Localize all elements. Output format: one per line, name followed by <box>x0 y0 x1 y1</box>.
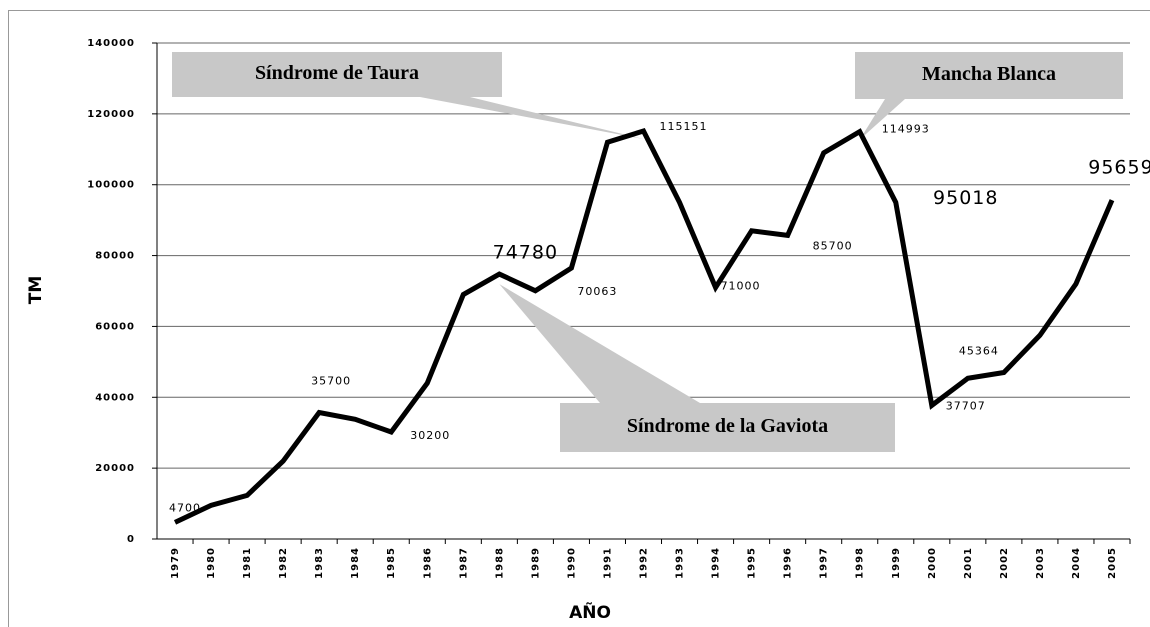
x-tick-label: 2003 <box>1035 547 1046 579</box>
y-tick-label: 120000 <box>87 109 135 120</box>
y-tick-label: 60000 <box>95 321 135 332</box>
x-axis-title: AÑO <box>569 600 611 623</box>
x-tick-label: 1983 <box>314 547 325 579</box>
x-tick-label: 1992 <box>639 547 650 579</box>
callout-box <box>855 52 1123 99</box>
x-tick-label: 1987 <box>458 547 469 579</box>
callout-pointer <box>859 99 905 140</box>
data-label: 30200 <box>410 429 450 442</box>
x-tick-label: 1986 <box>422 547 433 579</box>
frame <box>8 10 1150 627</box>
data-label: 37707 <box>946 399 986 412</box>
x-tick-label: 1981 <box>242 547 253 579</box>
x-tick-label: 1980 <box>206 547 217 579</box>
data-label: 45364 <box>959 344 999 357</box>
x-tick-label: 2001 <box>963 547 974 579</box>
data-label: 71000 <box>721 279 761 292</box>
data-label: 95659 <box>1088 157 1150 179</box>
x-tick-label: 2002 <box>999 547 1010 579</box>
data-label: 70063 <box>577 285 617 298</box>
data-label: 115151 <box>660 120 708 133</box>
x-tick-label: 1982 <box>278 547 289 579</box>
x-tick-label: 2004 <box>1071 547 1082 579</box>
x-tick-label: 1998 <box>855 547 866 579</box>
y-tick-label: 80000 <box>95 251 135 262</box>
y-tick-label: 20000 <box>95 463 135 474</box>
x-tick-label: 1985 <box>386 547 397 579</box>
line <box>173 128 1115 525</box>
callout-pointer <box>420 97 644 140</box>
x-tick-label: 1996 <box>783 547 794 579</box>
x-tick-label: 1994 <box>711 547 722 579</box>
annotation: Mancha Blanca <box>922 63 1056 85</box>
x-tick-label: 1991 <box>602 547 613 579</box>
data-label: 74780 <box>493 242 558 264</box>
x-tick-label: 1997 <box>819 547 830 579</box>
data-label: 4700 <box>169 501 201 514</box>
data-label: 85700 <box>813 239 853 252</box>
x-tick-label: 2000 <box>927 547 938 579</box>
x-tick-label: 1995 <box>747 547 758 579</box>
x-tick-label: 1979 <box>170 547 181 579</box>
y-tick-label: 140000 <box>87 38 135 49</box>
callout-box <box>560 403 895 452</box>
data-label: 35700 <box>311 375 351 388</box>
y-tick-label: 100000 <box>87 180 135 191</box>
callout-pointer <box>499 284 700 403</box>
y-tick-label: 40000 <box>95 392 135 403</box>
x-tick-label: 1988 <box>494 547 505 579</box>
annotation: Síndrome de Taura <box>255 62 419 84</box>
x-tick-label: 1993 <box>675 547 686 579</box>
x-tick-label: 1990 <box>566 547 577 579</box>
x-tick-label: 1984 <box>350 547 361 579</box>
x-tick-label: 1989 <box>530 547 541 579</box>
callout-box <box>172 52 502 97</box>
y-axis-title: TM <box>26 276 46 305</box>
x-tick-label: 1999 <box>891 547 902 579</box>
data-label: 114993 <box>882 123 930 136</box>
annotation: Síndrome de la Gaviota <box>627 415 828 437</box>
y-tick-label: 0 <box>127 534 135 545</box>
x-tick-label: 2005 <box>1107 547 1118 579</box>
data-label: 95018 <box>933 187 998 209</box>
